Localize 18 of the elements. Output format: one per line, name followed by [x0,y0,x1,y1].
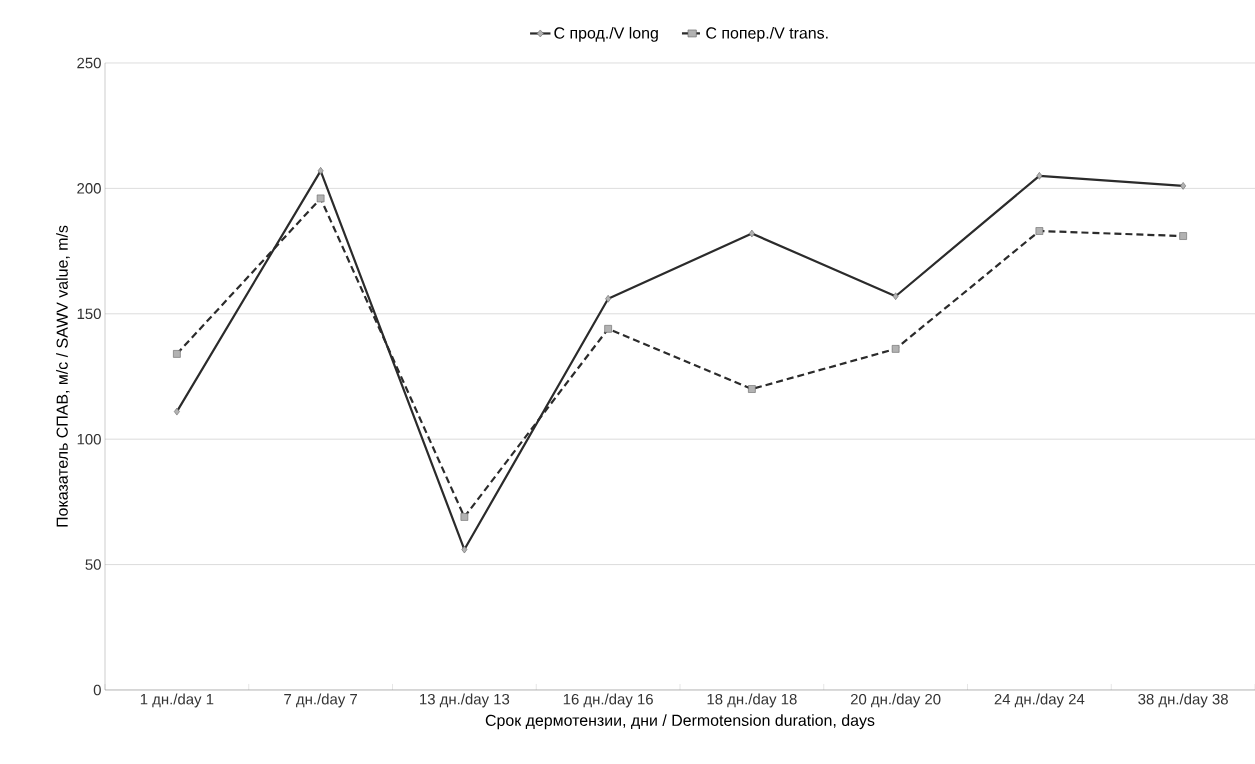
legend-label: С прод./V long [554,26,658,42]
y-tick-label: 250 [77,57,101,69]
x-tick-label: 13 дн./day 13 [420,693,510,708]
x-tick-label: 20 дн./day 20 [850,693,941,708]
y-tick-label: 150 [77,308,101,320]
x-axis-title: Срок дермотензии, дни / Dermotension duration, days [485,714,875,730]
x-tick-label: 7 дн./day 7 [284,693,358,708]
x-tick-label: 38 дн./day 38 [1138,693,1228,708]
x-tick-label: 18 дн./day 18 [707,693,797,708]
y-tick-label: 100 [77,433,101,445]
legend-label: С попер./V trans. [706,26,828,42]
y-tick-label: 50 [85,559,101,570]
y-tick-label: 0 [93,684,101,696]
x-tick-label: 1 дн./day 1 [140,693,214,708]
x-tick-label: 16 дн./day 16 [563,693,653,708]
y-axis-title: Показатель СПАВ, м/с / SAWV value, m/s [56,225,70,527]
y-tick-label: 200 [77,183,101,194]
x-tick-label: 24 дн./day 24 [994,693,1085,708]
